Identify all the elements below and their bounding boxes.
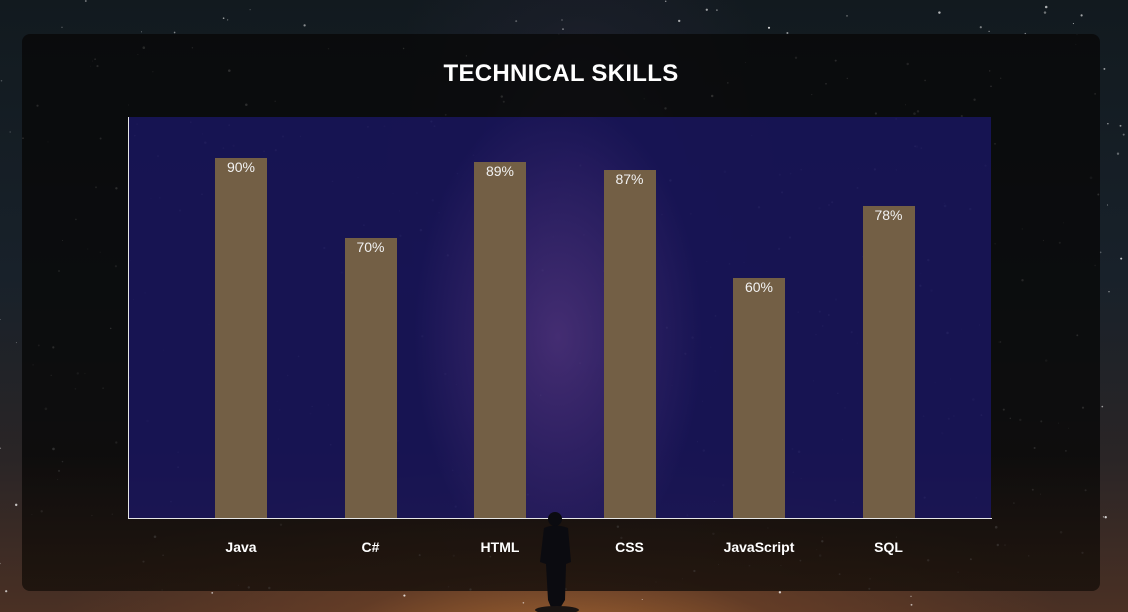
star [222,17,225,20]
star [767,26,771,29]
star [1102,516,1104,518]
star [846,15,848,17]
star [249,9,251,11]
star [1107,123,1109,125]
star [979,26,982,29]
star [1103,67,1106,70]
bar-c- [344,238,397,518]
star [1106,204,1109,206]
x-tick-label: HTML [480,539,520,555]
bar-sql [862,206,915,518]
x-tick-label: CSS [615,539,644,555]
star [84,0,87,2]
star [561,19,563,21]
star [778,591,782,594]
star [1044,5,1048,9]
bar-value-label: 78% [874,207,903,223]
star [1108,291,1110,293]
star [641,599,643,600]
person-silhouette [535,512,579,612]
star [15,342,17,344]
star [1043,11,1047,14]
section-title: TECHNICAL SKILLS [443,60,679,87]
star [0,447,2,450]
star [678,19,681,23]
star [9,131,11,133]
star [705,8,708,11]
y-axis-line [128,117,129,519]
star [403,594,406,597]
bar-value-label: 87% [615,171,644,187]
star [938,11,941,14]
star [141,31,142,33]
star [1120,257,1123,260]
star [1072,23,1074,25]
star [515,20,518,23]
star [0,562,1,565]
bar-value-label: 90% [226,159,256,175]
bar-javascript [733,278,785,518]
star [910,595,912,597]
star [1122,133,1125,136]
star [664,0,667,2]
star [1119,124,1122,127]
star [786,31,789,35]
star [988,30,990,33]
x-tick-label: C# [361,539,380,555]
bar-java [215,158,267,518]
star [227,19,229,21]
star [61,26,63,28]
star [562,28,564,30]
star [1101,405,1104,408]
star [211,591,214,594]
bar-value-label: 70% [356,239,385,255]
star [173,31,176,34]
bar-value-label: 89% [485,163,515,179]
star [1104,516,1107,519]
bar-value-label: 60% [744,279,774,295]
star [1080,14,1083,17]
star [0,318,1,320]
star [0,79,3,82]
bar-css [603,170,656,518]
star [910,603,913,606]
x-tick-label: Java [225,539,257,555]
star [14,503,18,507]
star [5,590,8,593]
chart-plot-area [128,117,991,519]
star [303,24,306,27]
bar-html [474,162,526,518]
star [1024,32,1027,35]
x-tick-label: SQL [874,539,903,555]
star [522,602,525,604]
star [1099,251,1102,254]
star [716,9,718,12]
star [1116,152,1120,155]
milky-way-glow [128,117,991,519]
x-tick-label: JavaScript [723,539,795,555]
